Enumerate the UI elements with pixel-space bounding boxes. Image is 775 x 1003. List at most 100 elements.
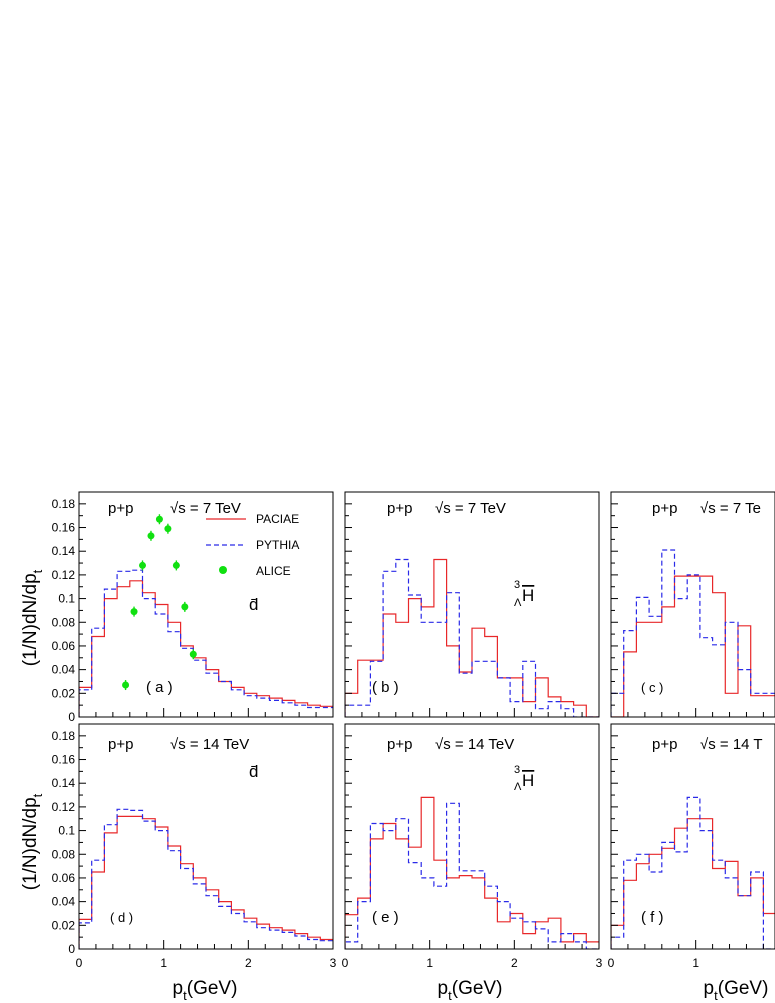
panel-a-label: ( a ) xyxy=(146,679,173,696)
panel-a: 0 0.02 0.04 0.06 0.08 0.1 0.12 0.14 0.16 0.18 xyxy=(52,491,334,724)
panel-e-series-pythia xyxy=(345,802,599,949)
panel-a-alice-point xyxy=(147,532,155,540)
panel-c-annotations: p+p √s = 7 Te ( c ) xyxy=(641,500,761,695)
panel-a-alice-point xyxy=(122,681,130,689)
panel-f-frame xyxy=(610,723,775,950)
panel-d-series-pythia xyxy=(79,808,333,949)
legend: PACIAE PYTHIA ALICE xyxy=(206,512,299,578)
panel-e-label: ( e ) xyxy=(372,909,399,926)
panel-a-alice-point xyxy=(130,608,138,616)
panel-d-ytick-label: 0.02 xyxy=(52,918,76,932)
panel-d-xtick-label: 2 xyxy=(245,956,252,970)
panel-a-ytick-label: 0.1 xyxy=(58,592,75,606)
panel-a-ytick-label: 0.04 xyxy=(52,663,76,677)
panel-a-annotations: p+p √s = 7 TeV d̄ ( a ) xyxy=(108,500,258,696)
panel-d-ytick-label: 0.14 xyxy=(52,776,76,790)
y-axis-label-bottom: (1/N)dN/dpt xyxy=(20,793,45,890)
panel-f-series-pythia xyxy=(611,796,775,949)
panel-d-annotations: p+p √s = 14 TeV d̄ ( d ) xyxy=(108,736,258,925)
panel-d: 0 0.02 0.04 0.06 0.08 0.1 0.12 0.14 0.16 0.18 0 1 2 3 xyxy=(52,723,337,970)
panel-b-series-pythia xyxy=(345,558,599,717)
panel-a-alice-point xyxy=(172,561,180,569)
panel-b xyxy=(344,491,600,718)
panel-c-label: ( c ) xyxy=(641,680,663,695)
panel-f-xtick-label: 0 xyxy=(608,956,615,970)
panel-e-particle: H xyxy=(522,771,534,790)
panel-a-ytick-label: 0.02 xyxy=(52,686,76,700)
panel-a-ytick-label: 0 xyxy=(68,710,75,724)
legend-alice-label: ALICE xyxy=(256,564,291,578)
panel-e-system: p+p xyxy=(387,736,412,753)
panel-c xyxy=(610,491,775,718)
panel-a-ytick-label: 0.12 xyxy=(52,568,76,582)
panel-e-particle-sup: 3 xyxy=(514,764,520,776)
panel-f-xtick-label: 1 xyxy=(692,956,699,970)
panel-a-series-paciae xyxy=(79,580,333,717)
panel-c-frame xyxy=(610,491,775,718)
panel-c-series-paciae xyxy=(611,575,775,717)
panel-c-system: p+p xyxy=(652,500,677,517)
panel-e-xtick-label: 3 xyxy=(596,956,603,970)
panel-a-ytick-label: 0.08 xyxy=(52,615,76,629)
panel-d-ytick-label: 0.04 xyxy=(52,895,76,909)
panel-b-particle: H xyxy=(522,586,534,605)
panel-b-annotations: p+p √s = 7 TeV 3 Λ H ( b ) xyxy=(372,500,534,696)
panel-d-ytick-label: 0.08 xyxy=(52,847,76,861)
panel-d-energy: √s = 14 TeV xyxy=(170,736,249,753)
panel-d-system: p+p xyxy=(108,736,133,753)
panel-e-particle-sub: Λ xyxy=(514,781,522,793)
panel-b-label: ( b ) xyxy=(372,679,399,696)
panel-a-particle: d̄ xyxy=(249,595,258,614)
panel-f-annotations: p+p √s = 14 T ( f ) xyxy=(641,736,763,926)
panel-b-particle-sub: Λ xyxy=(514,597,522,609)
panel-e-xtick-label: 0 xyxy=(342,956,349,970)
panel-e-series-paciae xyxy=(345,796,599,949)
panel-f-energy: √s = 14 T xyxy=(700,736,763,753)
panel-f-series-paciae xyxy=(611,818,775,949)
panel-d-ytick-label: 0.06 xyxy=(52,871,76,885)
panel-e-xtick-label: 2 xyxy=(511,956,518,970)
panel-a-ytick-label: 0.06 xyxy=(52,639,76,653)
legend-pythia-label: PYTHIA xyxy=(256,538,299,552)
panel-d-xtick-label: 3 xyxy=(330,956,337,970)
panel-a-alice-point xyxy=(164,525,172,533)
panel-d-ytick-label: 0.16 xyxy=(52,753,76,767)
panel-f-label: ( f ) xyxy=(641,909,664,926)
panel-a-ytick-label: 0.18 xyxy=(52,497,76,511)
panel-a-alice-point xyxy=(155,515,163,523)
panel-b-particle-sup: 3 xyxy=(514,579,520,591)
panel-d-ytick-label: 0.18 xyxy=(52,729,76,743)
panel-d-label: ( d ) xyxy=(110,910,133,925)
legend-paciae-label: PACIAE xyxy=(256,512,299,526)
panel-a-ytick-label: 0.16 xyxy=(52,521,76,535)
panel-d-ytick-label: 0.1 xyxy=(58,824,75,838)
x-axis-label-left: pt(GeV) xyxy=(173,978,238,1003)
panel-a-alice-point xyxy=(139,561,146,569)
panel-b-system: p+p xyxy=(387,500,412,517)
panel-d-particle: d̄ xyxy=(249,762,258,781)
panel-a-alice-point xyxy=(181,603,189,611)
panel-f-system: p+p xyxy=(652,736,677,753)
panel-d-frame xyxy=(78,723,334,950)
panel-b-frame xyxy=(344,491,600,718)
y-axis-label-top: (1/N)dN/dpt xyxy=(20,569,45,666)
panel-e-xtick-label: 1 xyxy=(426,956,433,970)
panel-e-energy: √s = 14 TeV xyxy=(435,736,514,753)
panel-d-series-paciae xyxy=(79,815,333,949)
panel-a-system: p+p xyxy=(108,500,133,517)
panel-a-alice-point xyxy=(189,650,197,658)
panel-e-frame xyxy=(344,723,600,950)
x-axis-label-middle: pt(GeV) xyxy=(438,978,503,1003)
panel-d-xtick-label: 1 xyxy=(160,956,167,970)
panel-a-energy: √s = 7 TeV xyxy=(170,500,241,517)
x-axis-label-right: pt(GeV) xyxy=(704,978,769,1003)
panel-a-frame xyxy=(78,491,334,718)
plots-layer: 00.020.040.060.080.10.120.140.160.1800.0… xyxy=(52,491,775,970)
panel-b-energy: √s = 7 TeV xyxy=(435,500,506,517)
panel-d-ytick-label: 0.12 xyxy=(52,800,76,814)
panel-e: 0 1 2 3 xyxy=(342,723,603,970)
panel-a-ytick-label: 0.14 xyxy=(52,544,76,558)
panel-d-xtick-label: 0 xyxy=(76,956,83,970)
